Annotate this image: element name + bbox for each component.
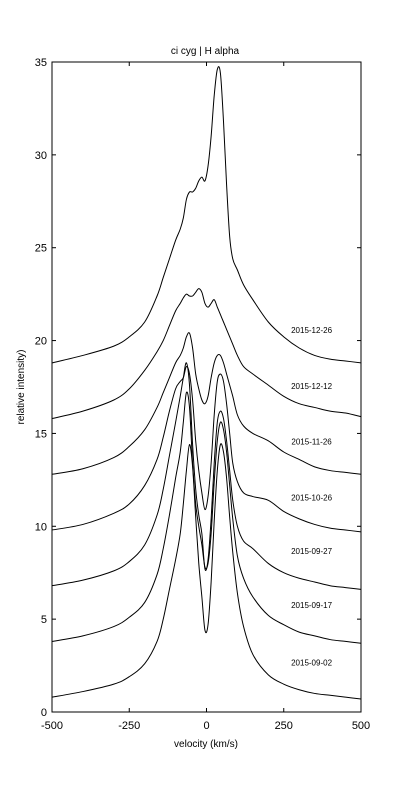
series-label: 2015-11-26 [291, 438, 332, 447]
x-axis-label: velocity (km/s) [174, 739, 238, 750]
y-tick-label: 0 [41, 707, 47, 719]
x-tick-label: 250 [275, 720, 293, 732]
series-lines [51, 66, 362, 700]
series-line-2015-12-26 [51, 66, 362, 364]
chart-title: ci cyg | H alpha [171, 46, 240, 57]
y-tick-label: 30 [35, 150, 47, 162]
series-line-2015-12-12 [51, 288, 362, 420]
axis-ticks: -500 -250 0 250 500 0 5 10 15 20 25 30 35 [35, 57, 370, 732]
series-label: 2015-12-26 [291, 326, 332, 335]
series-line-2015-10-26 [51, 365, 362, 533]
series-label: 2015-09-02 [291, 659, 332, 668]
x-tick-label: -250 [118, 720, 140, 732]
y-tick-label: 10 [35, 521, 47, 533]
x-tick-label: -500 [41, 720, 63, 732]
series-label: 2015-12-12 [291, 382, 332, 391]
y-tick-label: 20 [35, 336, 47, 348]
series-label: 2015-09-27 [291, 547, 332, 556]
series-label: 2015-10-26 [291, 493, 332, 502]
series-line-2015-09-27 [51, 362, 362, 590]
y-axis-label: relative intensity) [16, 349, 27, 424]
y-tick-label: 35 [35, 57, 47, 69]
x-tick-label: 0 [203, 720, 209, 732]
y-tick-label: 5 [41, 614, 47, 626]
y-tick-label: 15 [35, 428, 47, 440]
series-label: 2015-09-17 [291, 601, 332, 610]
series-line-2015-09-02 [51, 443, 362, 700]
x-tick-label: 500 [352, 720, 370, 732]
series-line-2015-11-26 [51, 332, 362, 475]
y-tick-label: 25 [35, 243, 47, 255]
series-labels: 2015-09-02 2015-09-17 2015-09-27 2015-10-26… [291, 326, 332, 667]
